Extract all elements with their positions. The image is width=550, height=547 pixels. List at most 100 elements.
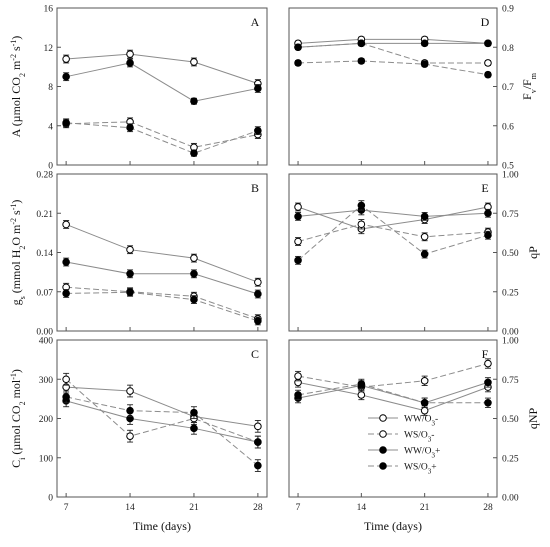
- data-point: [126, 123, 134, 132]
- y-axis-label: Ci (µmol CO2 mol-1): [9, 369, 27, 468]
- panel-label: C: [251, 347, 259, 361]
- data-point: [294, 237, 302, 246]
- series-ww-o3-: [62, 380, 262, 433]
- panel-a: 0 4 8 12 16 A A (µmol CO2 m-2 s-1): [9, 5, 268, 172]
- y-tick-label: 12: [44, 44, 54, 54]
- data-point: [254, 422, 262, 431]
- data-point: [420, 406, 429, 415]
- legend-label: WW/O3-: [404, 415, 438, 428]
- data-point: [484, 209, 492, 218]
- y-tick-label: 4: [48, 122, 53, 132]
- y-tick-label: 0.00: [502, 328, 519, 338]
- data-point: [190, 149, 198, 158]
- data-point: [126, 270, 134, 278]
- series-line: [297, 223, 488, 242]
- data-point: [420, 250, 429, 258]
- y-tick-label: 0.8: [502, 44, 514, 54]
- series-ww-o3-: [294, 35, 492, 48]
- y-tick-label: 0.00: [36, 328, 53, 338]
- x-tick-label: 21: [420, 503, 430, 513]
- series-ws-o3-: [62, 287, 262, 326]
- y-tick-label: 16: [44, 5, 54, 15]
- y-tick-label: 0.25: [502, 288, 519, 298]
- y-tick-label: 0: [48, 162, 53, 172]
- y-tick-label: 400: [39, 337, 54, 347]
- data-point: [62, 258, 70, 266]
- series-line: [298, 42, 488, 48]
- series-line: [298, 60, 489, 76]
- panel-label: E: [481, 181, 488, 195]
- data-point: [62, 289, 70, 298]
- data-point: [294, 372, 302, 380]
- y-axis-label: A (µmol CO2 m-2 s-1): [9, 36, 27, 138]
- x-tick-label: 14: [125, 503, 135, 513]
- series-line: [297, 381, 489, 412]
- y-tick-label: 0.50: [502, 415, 519, 425]
- x-axis-label: Time (days): [133, 519, 191, 533]
- data-point: [126, 245, 134, 254]
- y-axis-label: qNP: [526, 408, 540, 430]
- data-point: [294, 203, 302, 211]
- panel-c: 0 100 200 300 400 7 14 21 28 C Ci (µmol CO2 mol-1)…: [9, 337, 268, 533]
- data-point: [62, 55, 70, 63]
- data-point: [357, 57, 366, 65]
- data-point: [484, 39, 492, 48]
- series-line: [66, 62, 258, 102]
- series-ws-o3-: [294, 200, 492, 265]
- series-line: [297, 206, 489, 230]
- data-point: [484, 231, 492, 240]
- y-tick-label: 200: [39, 415, 54, 425]
- series-ws-o3-: [62, 117, 262, 152]
- y-tick-label: 300: [39, 376, 54, 386]
- data-point: [357, 201, 366, 210]
- data-point: [190, 424, 198, 433]
- series-ww-o3-: [294, 204, 492, 221]
- legend-marker: [379, 446, 387, 454]
- series-ww-o3-: [294, 377, 492, 416]
- legend-label: WS/O3+: [404, 463, 437, 476]
- y-tick-label: 0.14: [36, 249, 53, 259]
- data-point: [484, 378, 492, 387]
- data-point: [420, 233, 429, 241]
- legend-label: WS/O3-: [404, 431, 434, 444]
- data-point: [420, 60, 429, 68]
- y-tick-label: 0.7: [502, 83, 514, 93]
- data-point: [190, 254, 198, 262]
- y-axis-label: qP: [526, 246, 540, 259]
- y-tick-label: 0.75: [502, 376, 519, 386]
- series-line: [65, 378, 259, 443]
- series-ws-o3-: [62, 282, 262, 324]
- panel-b: 0.00 0.07 0.14 0.21 0.28 Bgs (mmol H2O m-2 s-…: [9, 171, 268, 338]
- legend-marker: [379, 414, 387, 422]
- data-point: [294, 59, 302, 67]
- series-line: [297, 383, 488, 404]
- series-line: [66, 291, 259, 322]
- data-point: [484, 359, 492, 368]
- y-tick-label: 0: [48, 494, 53, 504]
- series-line: [66, 396, 259, 466]
- data-point: [420, 39, 429, 48]
- y-tick-label: 0.28: [36, 171, 53, 181]
- data-point: [357, 39, 366, 48]
- panel-label: D: [481, 15, 490, 29]
- series-line: [66, 386, 258, 427]
- y-tick-label: 0.50: [502, 249, 519, 259]
- series-line: [66, 286, 259, 320]
- series-ws-o3-: [62, 390, 262, 472]
- y-tick-label: 0.75: [502, 210, 519, 220]
- data-point: [126, 50, 134, 58]
- data-point: [190, 408, 198, 417]
- y-axis-label: gs (mmol H2O m-2 s-1): [9, 200, 27, 306]
- series-line: [297, 363, 489, 388]
- data-point: [190, 295, 198, 304]
- legend-marker: [379, 430, 387, 438]
- x-tick-label: 28: [253, 503, 263, 513]
- y-tick-label: 0.9: [502, 5, 514, 15]
- data-point: [357, 391, 366, 399]
- series-line: [297, 209, 488, 217]
- series-line: [297, 381, 489, 404]
- plot-frame: [56, 339, 268, 498]
- panel-e: 0.00 0.25 0.50 0.75 1.00 EqP: [288, 171, 540, 338]
- y-tick-label: 0.5: [502, 162, 514, 172]
- data-point: [254, 290, 262, 298]
